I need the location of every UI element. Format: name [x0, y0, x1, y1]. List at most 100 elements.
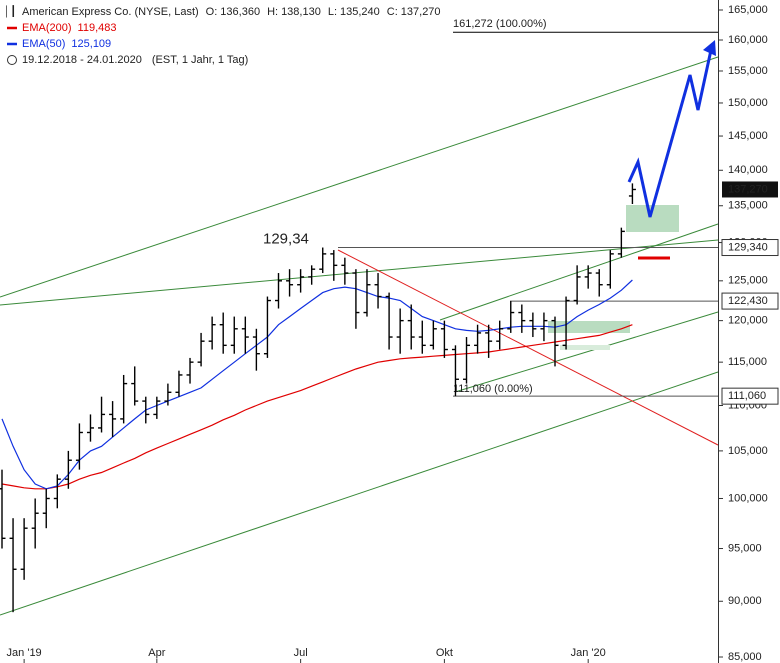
last-price-box	[722, 181, 778, 198]
price-label-box	[721, 387, 779, 405]
ohlc-bar	[529, 312, 537, 338]
ohlc-bar	[53, 474, 61, 509]
clock-icon	[7, 55, 17, 65]
ohlc-bar	[20, 518, 28, 580]
header-value: 135,240	[340, 6, 380, 18]
header-value: 136,360	[220, 6, 260, 18]
header-key: L:	[328, 6, 337, 18]
ohlc-bar	[308, 265, 316, 285]
ohlc-bar	[341, 257, 349, 285]
x-tick-label: Jul	[294, 647, 308, 659]
price-label-box	[721, 239, 779, 257]
period-line: 19.12.2018 - 24.01.2020 (EST, 1 Jahr, 1 T…	[22, 54, 248, 66]
drawings	[0, 40, 719, 616]
level-note: 161,272 (100.00%)	[453, 18, 547, 30]
ohlc-bar	[197, 332, 205, 367]
ohlc-bar	[109, 401, 117, 438]
ohlc-bar	[297, 269, 305, 293]
ohlc-bar	[31, 498, 39, 549]
ohlc-bar	[562, 296, 570, 350]
ohlc-bar	[175, 370, 183, 397]
ohlc-bar	[75, 423, 83, 470]
legend-value: 119,483	[78, 22, 117, 34]
ohlc-bar	[241, 316, 249, 354]
x-tick-label: Jan '19	[7, 647, 42, 659]
header-value: 137,270	[401, 6, 441, 18]
ohlc-bar	[120, 374, 128, 424]
ohlc-bar	[418, 320, 426, 354]
trend-line	[0, 239, 719, 306]
header-key: H:	[267, 6, 278, 18]
level-note: 129,34	[263, 230, 309, 247]
ohlc-bar	[86, 414, 94, 442]
ohlc-bar	[275, 273, 282, 309]
projection-arrow	[703, 40, 716, 56]
header-key: O:	[206, 6, 218, 18]
ohlc-bar	[142, 396, 150, 424]
header-key: C:	[387, 6, 398, 18]
zone	[548, 321, 630, 333]
ohlc-bar	[9, 518, 17, 613]
header-value: 138,130	[281, 6, 321, 18]
y-tick-label: 85,000	[728, 651, 762, 663]
ohlc-bar	[230, 316, 238, 354]
y-tick-label: 155,000	[728, 65, 768, 77]
ohlc-bar	[131, 366, 139, 406]
ohlc-bar	[352, 269, 360, 329]
ohlc-bar	[385, 292, 393, 350]
projection	[627, 49, 713, 218]
x-tick-label: Jan '20	[571, 647, 606, 659]
price-label: 111,060	[728, 390, 766, 402]
ohlc-bar	[64, 450, 72, 489]
ohlc-bar	[164, 383, 172, 406]
header-title: American Express Co. (NYSE, Last)	[22, 6, 199, 18]
ohlc-bar	[628, 183, 636, 205]
ohlc-bar	[319, 247, 327, 274]
legend-name: EMA(200)	[22, 22, 72, 34]
icon: │┃	[4, 5, 16, 19]
ohlc-bar	[208, 316, 216, 350]
ohlc-bar	[573, 265, 581, 305]
ohlc-bar	[263, 296, 271, 358]
ohlc-bar	[286, 269, 294, 297]
ema-line	[1, 324, 633, 490]
ohlc-bar	[474, 324, 482, 354]
y-tick-label: 165,000	[728, 4, 768, 16]
price-label-box	[721, 292, 779, 310]
ohlc-bar	[551, 316, 559, 367]
ohlc-bar	[252, 328, 260, 371]
trend-line	[0, 56, 719, 298]
period-note: (EST, 1 Jahr, 1 Tag)	[152, 54, 248, 66]
level-note: 111,060 (0.00%)	[453, 383, 533, 395]
ohlc-bar	[153, 396, 161, 419]
trend-line	[439, 223, 719, 321]
y-tick-label: 95,000	[728, 542, 762, 554]
trend-line	[337, 249, 719, 446]
y-tick-label: 105,000	[728, 445, 768, 457]
trend-line	[0, 371, 719, 616]
y-tick-label: 100,000	[728, 492, 768, 504]
y-tick-label: 140,000	[728, 164, 768, 176]
ohlc-bar	[219, 312, 227, 354]
ohlc-bar	[396, 308, 404, 354]
y-tick-label: 160,000	[728, 34, 768, 46]
legend-name: EMA(50)	[22, 38, 65, 50]
ohlc-bar	[0, 469, 6, 549]
ohlc-bar	[429, 320, 437, 350]
ohlc-bar	[606, 250, 614, 289]
ohlc-bar	[507, 301, 515, 333]
ohlc-bar	[540, 312, 548, 342]
ohlc-bar	[584, 265, 592, 289]
ohlc-bar	[496, 320, 504, 350]
last-price-label: 137,270	[728, 183, 768, 195]
ohlc-bar	[98, 396, 106, 433]
ohlc-bar	[595, 269, 603, 297]
x-tick-label: Okt	[436, 647, 453, 659]
legend-entry: EMA(50) 125,109	[22, 38, 111, 50]
legend-value: 125,109	[71, 38, 111, 50]
period: 19.12.2018 - 24.01.2020	[22, 54, 142, 66]
legend-entry: EMA(200) 119,483	[22, 22, 116, 34]
ohlc-bar	[330, 250, 338, 281]
ohlc-bar	[440, 320, 448, 358]
